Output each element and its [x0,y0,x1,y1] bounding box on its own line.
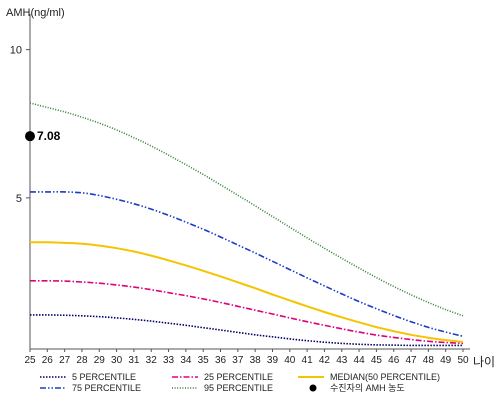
x-tick-label: 35 [198,355,210,366]
x-tick-label: 37 [232,355,244,366]
x-tick-label: 42 [319,355,331,366]
x-tick-label: 30 [111,355,123,366]
x-tick-label: 25 [24,355,36,366]
legend-patient-marker [309,384,317,392]
x-tick-label: 33 [163,355,175,366]
y-axis-label: AMH(ng/ml) [6,7,65,19]
legend-label-5: 95 PERCENTILE [204,383,273,393]
x-tick-label: 26 [42,355,54,366]
x-tick-label: 49 [440,355,452,366]
x-tick-label: 43 [336,355,348,366]
patient-point-layer: 7.08 [25,129,61,143]
x-tick-label: 29 [94,355,106,366]
patient-point-marker [25,131,35,142]
x-tick-label: 36 [215,355,227,366]
x-tick-label: 46 [388,355,400,366]
x-tick-label: 41 [302,355,314,366]
x-tick-label: 32 [146,355,158,366]
y-tick-label: 5 [16,193,22,205]
series-line-2 [30,279,464,345]
x-tick-label: 39 [267,355,279,366]
x-tick-label: 34 [180,355,192,366]
series-layer [29,102,464,347]
legend-label-patient: 수진자의 AMH 농도 [330,383,405,393]
y-tick-label: 10 [10,45,22,57]
x-tick-label: 47 [405,355,417,366]
x-tick-label: 40 [284,355,296,366]
x-tick-label: 28 [76,355,88,366]
legend-label-4: 75 PERCENTILE [72,383,141,393]
legend-label-1: 5 PERCENTILE [72,372,136,382]
series-line-3 [29,241,464,343]
x-tick-label: 50 [457,355,469,366]
series-line-4 [29,191,464,338]
series-line-5 [29,102,464,317]
legend-label-3: MEDIAN(50 PERCENTILE) [330,372,440,382]
x-axis-label: 나이 [473,355,495,369]
legend-label-2: 25 PERCENTILE [204,372,273,382]
x-axis: 25 26 27 28 29 30 31 32 33 34 35 36 37 38 39 40 41 42 43 44… [24,348,470,366]
series-line-1 [30,314,463,347]
x-tick-label: 44 [354,355,366,366]
y-axis: 5 10 [10,14,31,349]
x-tick-label: 45 [371,355,383,366]
x-tick-label: 27 [59,355,71,366]
x-tick-label: 38 [250,355,262,366]
x-tick-label: 48 [423,355,435,366]
legend: 5 PERCENTILE 25 PERCENTILE MEDIAN(50 PERCE… [40,372,440,393]
x-tick-label: 31 [128,355,140,366]
patient-point-value-label: 7.08 [37,129,61,143]
